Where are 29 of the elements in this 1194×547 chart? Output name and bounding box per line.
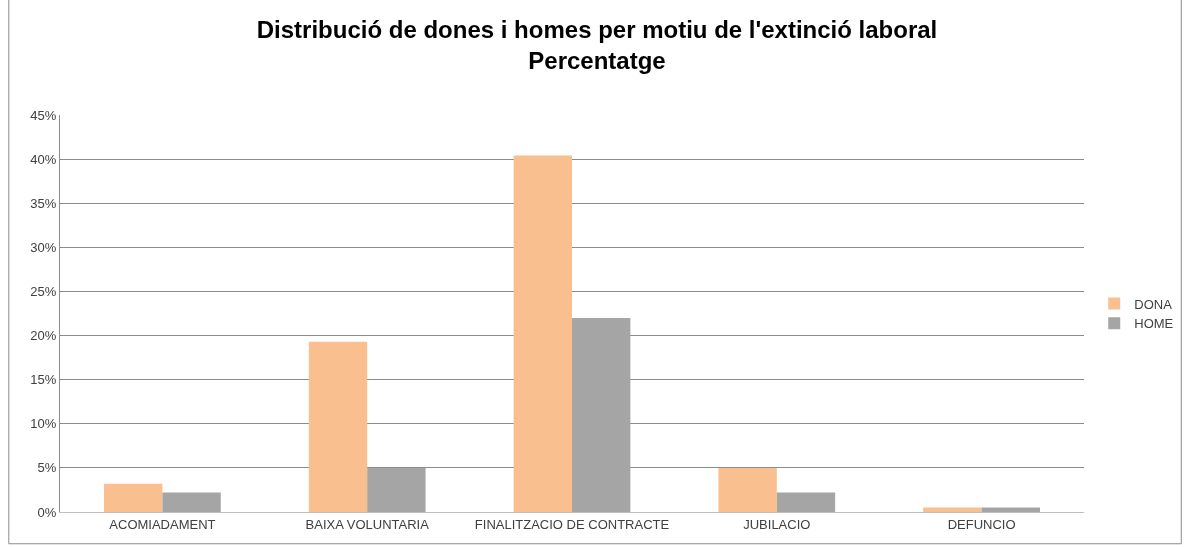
chart-title: Distribució de dones i homes per motiu de l'extinció laboral: [256, 16, 938, 44]
y-tick-label: 10%: [30, 416, 57, 432]
bar: [367, 467, 426, 512]
bar: [776, 492, 836, 512]
x-tick-label: BAIXA VOLUNTARIA: [305, 516, 430, 532]
x-tick-label: DEFUNCIO: [947, 516, 1016, 532]
bar: [104, 483, 163, 512]
legend-label: DONA: [1134, 296, 1173, 312]
bar: [923, 507, 982, 512]
bar: [308, 341, 368, 512]
legend-label: HOME: [1134, 316, 1174, 332]
x-tick-label: FINALITZACIO DE CONTRACTE: [474, 516, 670, 532]
y-tick-label: 40%: [30, 151, 57, 167]
y-tick-label: 15%: [30, 372, 57, 388]
bar: [572, 317, 631, 512]
x-tick-label: JUBILACIO: [743, 516, 811, 532]
bar: [162, 492, 221, 512]
chart-subtitle: Percentatge: [528, 47, 666, 75]
bar: [981, 507, 1040, 512]
y-tick-label: 35%: [30, 195, 57, 211]
y-tick-label: 20%: [30, 328, 57, 344]
y-tick-label: 5%: [37, 460, 57, 476]
bar: [513, 155, 572, 512]
y-tick-label: 45%: [30, 107, 57, 123]
y-tick-label: 0%: [37, 504, 57, 520]
y-tick-label: 30%: [30, 239, 57, 255]
x-tick-label: ACOMIADAMENT: [109, 516, 216, 532]
y-tick-label: 25%: [30, 283, 57, 299]
bar: [718, 467, 777, 512]
